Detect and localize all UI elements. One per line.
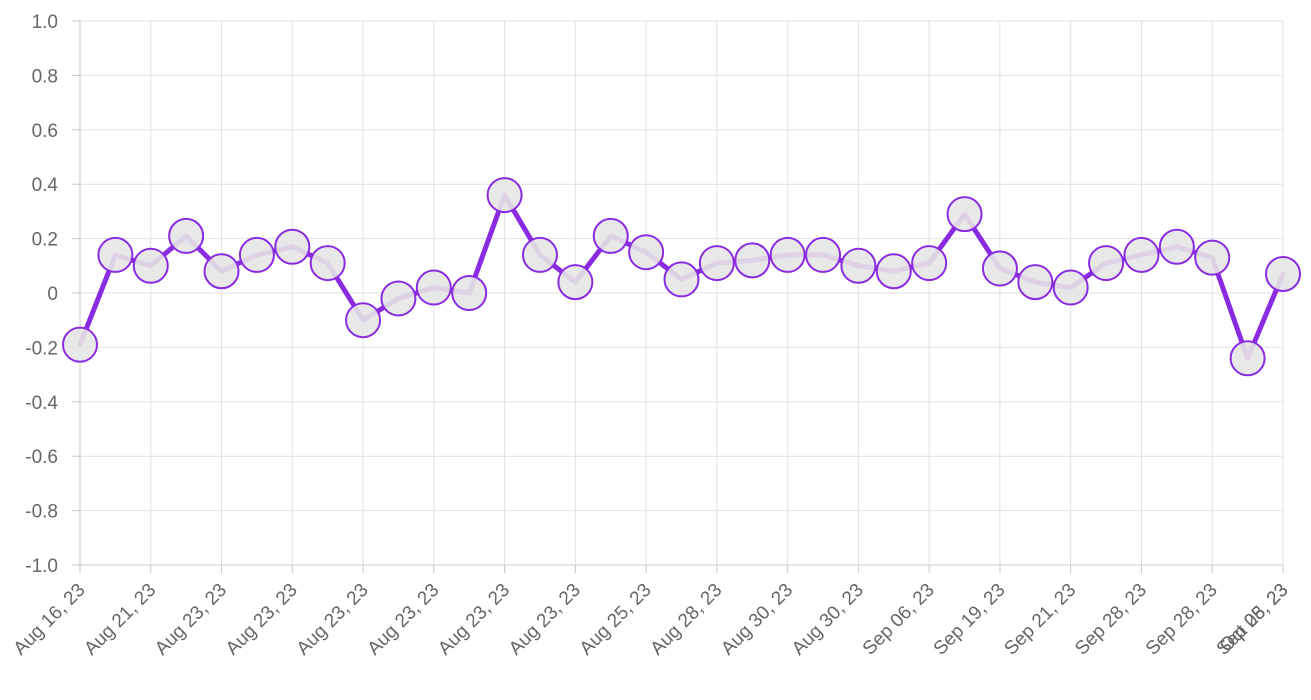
x-tick-label: Sep 06, 23 [859,580,939,660]
data-point[interactable] [168,217,205,254]
data-point[interactable] [1088,245,1125,282]
data-point[interactable] [769,236,806,273]
x-tick-label: Sep 28, 23 [1071,580,1151,660]
x-tick-label: Sep 21, 23 [1000,580,1080,660]
y-tick-label: 0.2 [32,230,58,251]
y-tick-label: 0.4 [32,175,59,196]
y-axis-tick-labels: 1.0 0.8 0.6 0.4 0.2 0 -0.2 -0.4 -0.6 -0.8 -1.0 [25,12,58,577]
data-point[interactable] [1052,269,1089,306]
y-tick-label: -0.6 [25,447,58,468]
y-tick-label: 0.6 [32,121,58,142]
data-point[interactable] [62,326,98,363]
data-point[interactable] [663,261,700,298]
data-point[interactable] [97,236,134,273]
data-point[interactable] [451,275,488,311]
x-tick-label: Aug 23, 23 [151,580,231,660]
x-tick-label: Aug 16, 23 [10,580,90,660]
data-point[interactable] [309,245,346,282]
x-tick-label: Aug 23, 23 [222,580,302,660]
data-point[interactable] [557,264,594,301]
data-point[interactable] [203,253,240,290]
data-point[interactable] [946,196,983,233]
data-point[interactable] [911,245,948,282]
data-point[interactable] [628,234,665,271]
x-tick-label: Aug 23, 23 [505,580,585,660]
data-point[interactable] [486,177,523,214]
y-tick-label: 0.8 [32,66,58,87]
x-tick-label: Aug 30, 23 [788,580,868,660]
data-point[interactable] [734,242,771,279]
y-tick-label: 1.0 [32,12,58,33]
x-tick-label: Aug 25, 23 [576,580,656,660]
data-point[interactable] [415,269,452,306]
data-point[interactable] [238,236,275,273]
x-tick-label: Aug 23, 23 [364,580,444,660]
data-point[interactable] [274,228,311,265]
data-point[interactable] [380,280,417,317]
x-tick-label: Aug 23, 23 [293,580,373,660]
data-point[interactable] [1229,340,1266,377]
data-point[interactable] [1017,264,1054,301]
data-point[interactable] [1194,239,1231,276]
x-tick-label: Sep 28, 23 [1142,580,1222,660]
data-point[interactable] [521,236,558,273]
data-point[interactable] [1265,255,1301,292]
data-point[interactable] [698,245,735,282]
y-tick-label: -1.0 [25,556,58,577]
x-tick-label: Aug 28, 23 [647,580,727,660]
data-point[interactable] [1123,236,1160,273]
data-point[interactable] [1158,228,1195,265]
data-point[interactable] [875,253,912,290]
y-tick-label: 0 [47,284,58,305]
data-point[interactable] [840,247,877,284]
x-tick-label: Aug 30, 23 [717,580,797,660]
data-point[interactable] [805,236,842,273]
y-tick-label: -0.4 [25,393,58,414]
axes [72,20,1284,573]
x-tick-label: Aug 21, 23 [80,580,160,660]
data-point[interactable] [345,302,382,339]
data-point[interactable] [592,217,629,254]
y-tick-label: -0.2 [25,338,58,359]
data-point[interactable] [981,250,1018,287]
data-point[interactable] [132,247,169,284]
x-tick-label: Aug 23, 23 [434,580,514,660]
data-points [62,177,1301,377]
y-tick-label: -0.8 [25,502,58,523]
x-tick-label: Sep 19, 23 [930,580,1010,660]
x-tick-label: Oct 05, 23 [1216,580,1293,657]
